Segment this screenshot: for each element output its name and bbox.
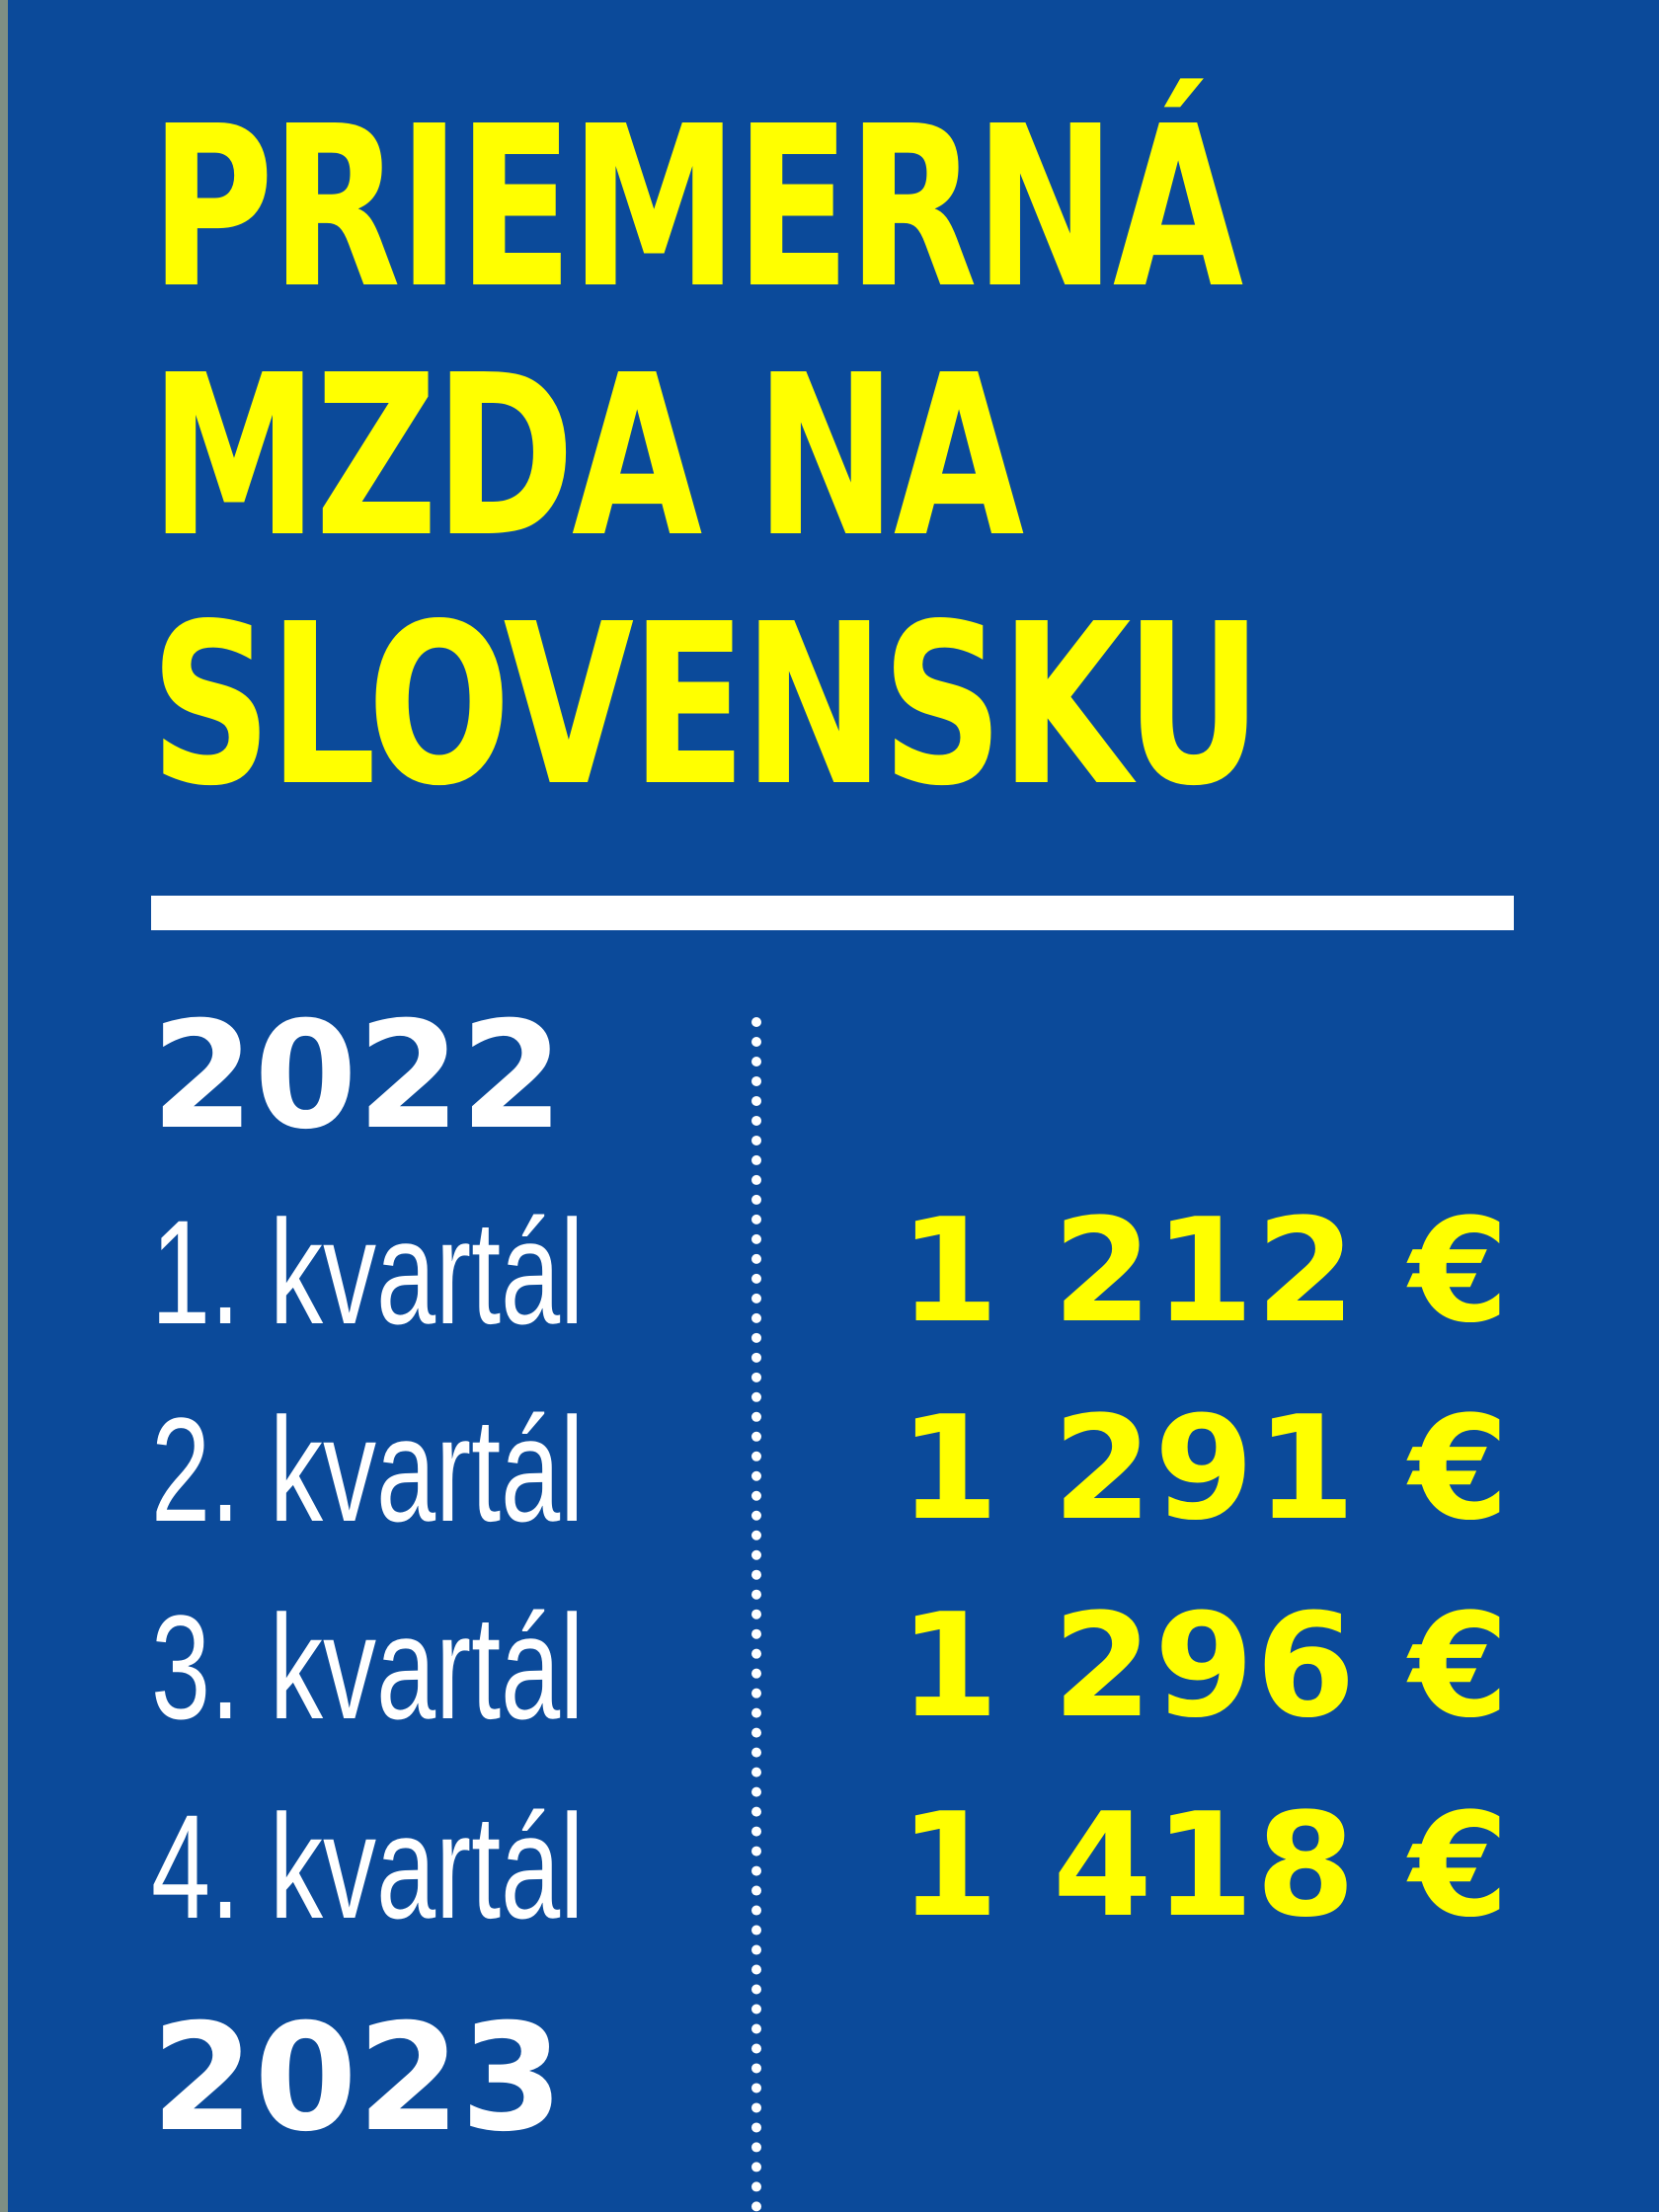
left-edge-strip [0,0,8,2212]
quarter-wage-value: 1 212 € [899,1188,1511,1355]
dotted-column-separator [751,1017,761,2212]
year-heading-2023: 2023 [151,1993,564,2165]
infographic-title: PRIEMERNÁ MZDA NA SLOVENSKU [150,79,1262,835]
quarter-label: 1. kvartál [151,1189,585,1355]
quarter-row: 3. kvartál 1 296 € [0,1583,1659,1750]
quarter-wage-value: 1 296 € [899,1583,1511,1750]
quarter-wage-value: 1 418 € [899,1782,1511,1949]
year-heading-2022: 2022 [151,990,564,1162]
title-divider [151,896,1514,930]
title-line-3: SLOVENSKU [150,577,1262,835]
title-line-2: MZDA NA [150,328,1024,587]
quarter-label: 3. kvartál [151,1584,585,1750]
title-line-1: PRIEMERNÁ [150,79,1243,338]
quarter-wage-value: 1 291 € [899,1385,1511,1552]
quarter-row: 4. kvartál 1 418 € [0,1782,1659,1949]
quarter-label: 4. kvartál [151,1783,585,1949]
quarter-row: 2. kvartál 1 291 € [0,1385,1659,1552]
quarter-label: 2. kvartál [151,1386,585,1552]
quarter-row: 1. kvartál 1 212 € [0,1188,1659,1355]
